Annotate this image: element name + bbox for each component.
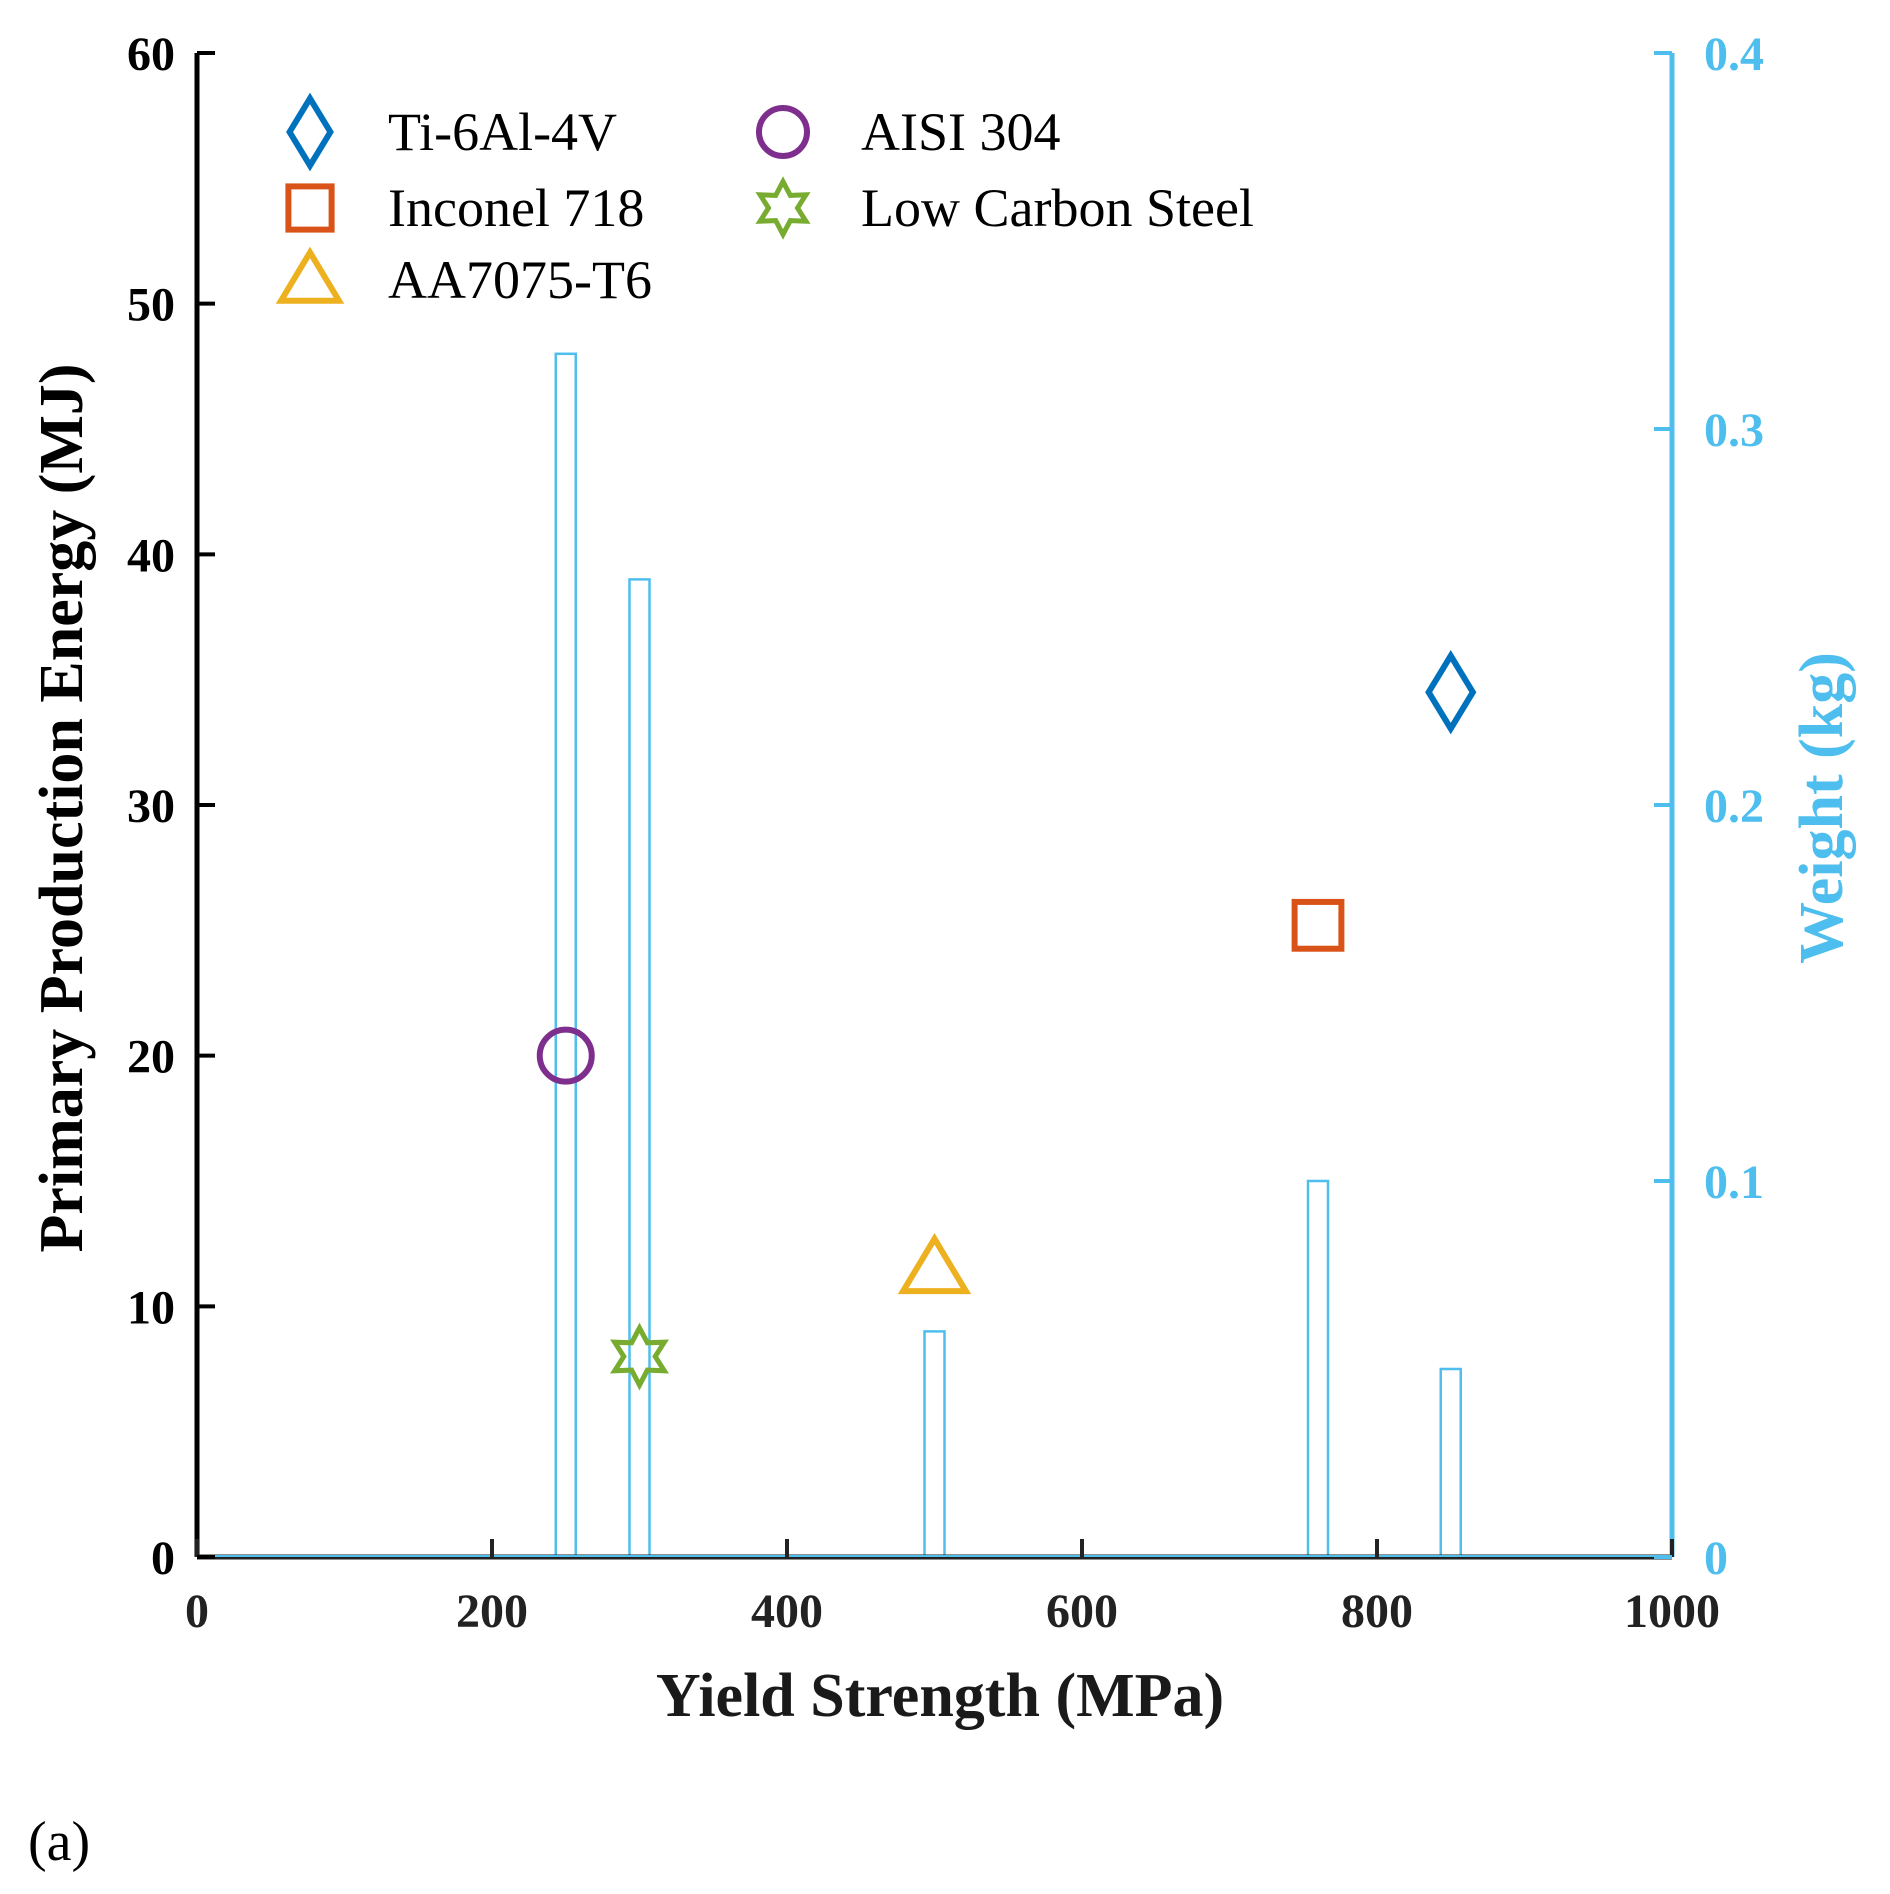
data-markers <box>536 650 1477 1391</box>
y2-tick-label: 0.2 <box>1704 780 1764 833</box>
x-tick-label: 0 <box>185 1585 209 1638</box>
y2-tick-label: 0 <box>1704 1532 1728 1585</box>
weight-bar <box>1439 1367 1462 1559</box>
y-tick-label: 40 <box>127 529 175 582</box>
y-tick-label: 50 <box>127 279 175 332</box>
data-point <box>897 1233 972 1295</box>
weight-bars <box>554 352 1462 1559</box>
x-tick-label: 800 <box>1341 1585 1413 1638</box>
weight-bar <box>628 578 651 1559</box>
x-tick-label: 200 <box>456 1585 528 1638</box>
weight-bar <box>923 1330 946 1559</box>
legend-marker <box>755 176 811 240</box>
panel-label: (a) <box>28 1811 90 1873</box>
legend-marker <box>286 92 334 172</box>
x-axis-title: Yield Strength (MPa) <box>656 1662 1224 1730</box>
y-tick-label: 30 <box>127 780 175 833</box>
y-tick-label: 20 <box>127 1031 175 1084</box>
y2-tick-label: 0.1 <box>1704 1156 1764 1209</box>
data-point <box>536 1026 595 1085</box>
legend-label: AISI 304 <box>861 102 1061 162</box>
y-tick-label: 0 <box>151 1532 175 1585</box>
data-point <box>610 1322 669 1391</box>
y-tick-label: 60 <box>127 28 175 81</box>
y2-tick-label: 0.3 <box>1704 404 1764 457</box>
legend-marker <box>756 105 810 159</box>
axes: 0 200 400 600 800 1000010203040506000.10.20.3… <box>127 28 1764 1638</box>
legend: Ti-6Al-4V Inconel 718 AA7075-T6 AISI 304 Low… <box>275 92 1254 310</box>
y2-axis-title: Weight (kg) <box>1788 652 1856 964</box>
weight-bar <box>1306 1179 1330 1559</box>
data-point <box>1291 898 1345 952</box>
y2-tick-label: 0.4 <box>1704 28 1764 81</box>
legend-label: Low Carbon Steel <box>861 178 1254 238</box>
x-tick-label: 600 <box>1046 1585 1118 1638</box>
x-tick-label: 1000 <box>1624 1585 1720 1638</box>
y-tick-label: 10 <box>127 1281 175 1334</box>
legend-marker <box>275 246 345 304</box>
legend-label: Ti-6Al-4V <box>388 102 617 162</box>
legend-marker <box>285 183 335 233</box>
weight-bar <box>554 352 577 1559</box>
legend-label: AA7075-T6 <box>388 250 652 310</box>
y-axis-title: Primary Production Energy (MJ) <box>28 363 96 1252</box>
legend-label: Inconel 718 <box>388 178 644 238</box>
x-tick-label: 400 <box>751 1585 823 1638</box>
data-point <box>1425 650 1477 735</box>
